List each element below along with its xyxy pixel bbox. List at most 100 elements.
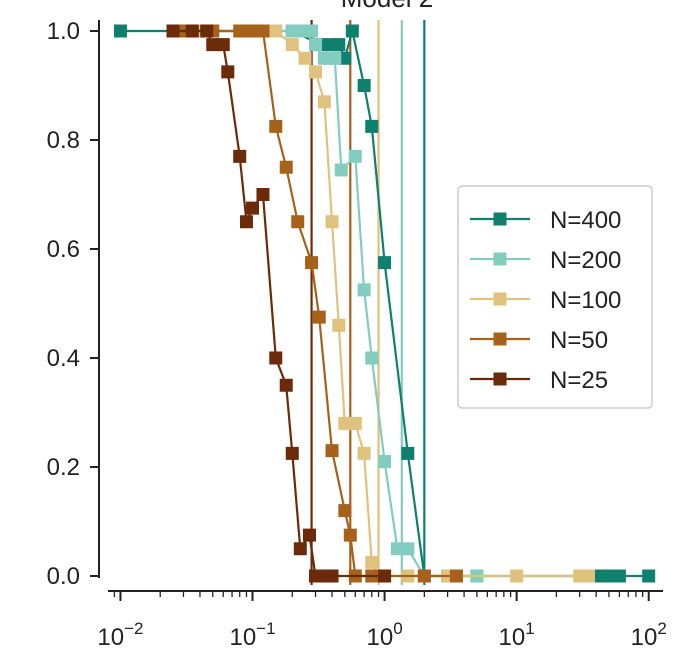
series-layer xyxy=(113,24,656,583)
data-point xyxy=(510,569,524,583)
data-point xyxy=(269,24,283,38)
series-n-25 xyxy=(166,24,392,583)
data-point xyxy=(401,446,415,460)
data-point xyxy=(338,416,352,430)
data-point xyxy=(279,378,293,392)
data-point xyxy=(348,416,362,430)
data-point xyxy=(185,24,199,38)
data-point xyxy=(390,542,404,556)
data-point xyxy=(378,569,392,583)
data-point xyxy=(581,569,595,583)
data-point xyxy=(417,569,431,583)
data-point xyxy=(332,318,346,332)
data-point xyxy=(246,24,260,38)
data-point xyxy=(309,65,323,79)
data-point xyxy=(216,38,230,52)
x-tick-label: 10−1 xyxy=(229,619,275,651)
x-ticks: 10−2 10−1 100 101 102 xyxy=(97,591,667,651)
data-point xyxy=(285,38,299,52)
data-point xyxy=(325,444,339,458)
data-point xyxy=(332,38,346,52)
data-point xyxy=(269,351,283,365)
legend-label: N=100 xyxy=(550,287,621,314)
data-point xyxy=(338,504,352,518)
data-point xyxy=(200,24,214,38)
data-point xyxy=(328,51,342,65)
data-point xyxy=(449,569,463,583)
y-tick-label: 0.2 xyxy=(47,454,80,481)
chart-title: Model 2 xyxy=(341,0,434,13)
data-point xyxy=(357,446,371,460)
legend-item-n-100: N=100 xyxy=(470,287,621,314)
legend: N=400 N=200 N=100 N=50 N=25 xyxy=(457,185,653,409)
legend-item-n-200: N=200 xyxy=(470,247,621,274)
data-point xyxy=(312,310,326,324)
legend-marker xyxy=(493,252,507,266)
data-point xyxy=(345,24,359,38)
data-point xyxy=(401,542,415,556)
x-tick-label: 102 xyxy=(631,619,667,651)
data-point xyxy=(612,569,626,583)
data-point xyxy=(285,24,299,38)
legend-item-n-400: N=400 xyxy=(470,207,621,234)
legend-label: N=400 xyxy=(550,207,621,234)
legend-marker xyxy=(493,292,507,306)
data-point xyxy=(325,569,339,583)
data-point xyxy=(365,555,379,569)
data-point xyxy=(279,160,293,174)
data-point xyxy=(239,215,253,229)
data-point xyxy=(357,283,371,297)
legend-marker xyxy=(493,332,507,346)
data-point xyxy=(348,149,362,163)
data-point xyxy=(221,65,235,79)
data-point xyxy=(309,38,323,52)
data-point xyxy=(233,24,247,38)
legend-marker xyxy=(493,372,507,386)
data-point xyxy=(302,528,316,542)
chart-title-group: Model 2 xyxy=(341,0,434,13)
data-point xyxy=(166,24,180,38)
x-tick-label: 101 xyxy=(499,619,535,651)
data-point xyxy=(642,569,656,583)
y-tick-label: 0.6 xyxy=(47,236,80,263)
data-point xyxy=(256,188,270,201)
data-point xyxy=(206,38,220,52)
data-point xyxy=(338,51,352,65)
data-point xyxy=(269,119,283,133)
vertical-lines xyxy=(310,20,426,585)
data-point xyxy=(291,215,305,229)
legend-label: N=25 xyxy=(550,367,608,394)
y-tick-label: 0.4 xyxy=(47,345,80,372)
data-point xyxy=(365,351,379,365)
data-point xyxy=(602,569,616,583)
data-point xyxy=(317,95,331,109)
data-point xyxy=(378,455,392,469)
y-tick-label: 0.8 xyxy=(47,127,80,154)
legend-label: N=50 xyxy=(550,327,608,354)
legend-box xyxy=(457,185,653,409)
data-point xyxy=(357,79,371,92)
x-tick-label: 10−2 xyxy=(97,619,143,651)
data-point xyxy=(246,201,260,215)
data-point xyxy=(293,542,307,556)
data-point xyxy=(305,24,319,38)
data-point xyxy=(305,256,319,270)
data-point xyxy=(343,528,357,542)
data-point xyxy=(285,446,299,460)
data-point xyxy=(365,119,379,133)
data-point xyxy=(378,256,392,270)
data-point xyxy=(325,215,339,229)
y-tick-label: 0.0 xyxy=(47,563,80,590)
y-ticks: 0.0 0.2 0.4 0.6 0.8 1.0 xyxy=(47,18,99,590)
series-line-n-50 xyxy=(183,29,457,578)
y-tick-label: 1.0 xyxy=(47,18,80,45)
legend-item-n-50: N=50 xyxy=(470,327,608,354)
legend-label: N=200 xyxy=(550,247,621,274)
legend-marker xyxy=(493,212,507,226)
data-point xyxy=(233,149,247,163)
data-point xyxy=(113,24,127,38)
series-line-n-25 xyxy=(173,29,385,578)
data-point xyxy=(298,51,312,65)
x-tick-label: 100 xyxy=(366,619,402,651)
